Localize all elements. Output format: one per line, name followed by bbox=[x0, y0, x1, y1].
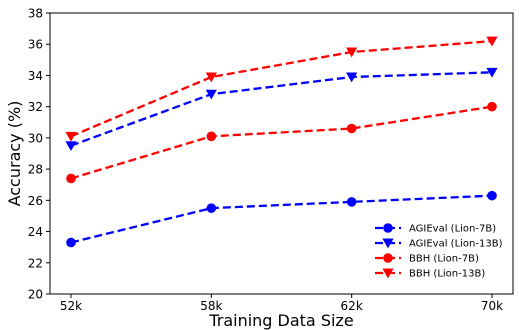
data-point bbox=[66, 173, 76, 184]
y-tick-label: 24 bbox=[28, 225, 43, 239]
legend: AGIEval (Lion-7B) AGIEval (Lion-13B) BBH (… bbox=[375, 223, 503, 280]
legend-item: AGIEval (Lion-7B) bbox=[375, 223, 496, 235]
series-line bbox=[70, 39, 493, 138]
y-axis: 20 22 24 26 28 30 32 34 36 38 bbox=[28, 7, 50, 302]
legend-marker bbox=[383, 253, 393, 263]
y-axis-label: Accuracy (%) bbox=[5, 101, 24, 207]
data-point bbox=[486, 67, 498, 78]
data-point bbox=[205, 89, 217, 100]
legend-marker bbox=[382, 238, 394, 249]
series-layer bbox=[65, 36, 498, 248]
data-point bbox=[206, 131, 217, 142]
series-line bbox=[70, 71, 493, 147]
legend-label: BBH (Lion-13B) bbox=[409, 269, 485, 280]
y-tick-label: 32 bbox=[28, 100, 43, 114]
y-tick-label: 22 bbox=[28, 256, 43, 270]
x-axis-label: Training Data Size bbox=[208, 311, 353, 330]
y-tick-label: 28 bbox=[28, 163, 43, 177]
series-agieval-lion-7b bbox=[66, 190, 497, 248]
legend-item: BBH (Lion-7B) bbox=[375, 253, 479, 265]
legend-marker bbox=[382, 268, 394, 279]
x-tick-label: 52k bbox=[60, 299, 82, 313]
legend-label: AGIEval (Lion-7B) bbox=[409, 224, 496, 235]
y-tick-label: 36 bbox=[28, 38, 43, 52]
x-tick-label: 70k bbox=[481, 299, 503, 313]
y-tick-label: 20 bbox=[28, 288, 43, 302]
legend-marker bbox=[383, 223, 393, 233]
legend-item: AGIEval (Lion-13B) bbox=[375, 239, 503, 250]
data-point bbox=[346, 123, 357, 134]
data-point bbox=[487, 101, 497, 112]
y-tick-label: 34 bbox=[28, 69, 43, 83]
legend-label: BBH (Lion-7B) bbox=[409, 254, 479, 265]
plot-frame bbox=[49, 12, 514, 295]
y-tick-label: 38 bbox=[28, 7, 43, 21]
data-point bbox=[346, 72, 358, 83]
legend-label: AGIEval (Lion-13B) bbox=[409, 239, 503, 250]
legend-item: BBH (Lion-13B) bbox=[375, 269, 485, 280]
series-bbh-lion-13b bbox=[65, 36, 498, 142]
data-point bbox=[346, 197, 357, 207]
x-tick-label: 62k bbox=[341, 299, 363, 313]
series-agieval-lion-13b bbox=[65, 67, 498, 152]
data-point bbox=[65, 131, 77, 142]
series-bbh-lion-7b bbox=[66, 101, 497, 184]
x-axis: 52k 58k 62k 70k bbox=[60, 294, 503, 313]
data-point bbox=[205, 72, 217, 83]
data-point bbox=[65, 141, 77, 152]
data-point bbox=[206, 203, 217, 213]
series-line bbox=[70, 105, 493, 180]
series-line bbox=[70, 194, 493, 244]
data-point bbox=[487, 190, 497, 201]
data-point bbox=[66, 237, 76, 248]
y-tick-label: 30 bbox=[28, 131, 43, 145]
data-point bbox=[346, 47, 358, 58]
y-tick-label: 26 bbox=[28, 194, 43, 208]
data-point bbox=[486, 36, 498, 47]
x-tick-label: 58k bbox=[200, 299, 222, 313]
